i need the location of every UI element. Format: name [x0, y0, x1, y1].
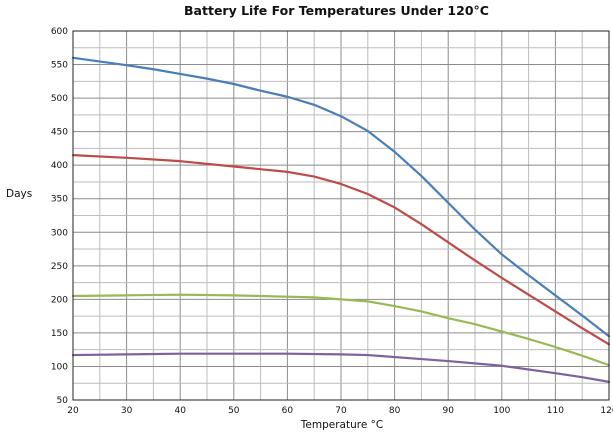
y-axis-label: Days — [6, 188, 33, 200]
series-line-4 — [71, 352, 611, 383]
y-tick-label: 250 — [51, 262, 68, 272]
y-tick-label: 400 — [51, 161, 68, 171]
x-axis-label: Temperature °C — [300, 419, 384, 431]
y-tick-label: 100 — [51, 362, 68, 372]
x-tick-label: 50 — [228, 406, 240, 416]
y-tick-label: 350 — [51, 195, 68, 205]
y-tick-label: 600 — [51, 27, 68, 37]
y-tick-label: 200 — [51, 295, 68, 305]
x-tick-labels: 20 30 40 50 60 70 80 90 100 110 120 — [67, 406, 613, 416]
y-tick-labels: 50 100 150 200 250 300 350 400 450 500 550 600 — [51, 27, 68, 406]
x-tick-label: 20 — [67, 406, 79, 416]
y-tick-label: 450 — [51, 128, 68, 138]
y-tick-label: 300 — [51, 228, 68, 238]
y-tick-label: 500 — [51, 94, 68, 104]
y-tick-label: 150 — [51, 329, 68, 339]
x-tick-label: 70 — [335, 406, 347, 416]
grid — [72, 30, 610, 401]
x-tick-label: 90 — [442, 406, 454, 416]
x-tick-label: 40 — [174, 406, 186, 416]
series-line-2 — [71, 154, 611, 346]
series-line-3 — [71, 293, 611, 367]
series-lines — [71, 56, 611, 383]
x-tick-label: 110 — [547, 406, 564, 416]
x-tick-label: 30 — [121, 406, 133, 416]
x-tick-label: 100 — [493, 406, 510, 416]
plot-border — [72, 30, 610, 401]
x-tick-label: 60 — [282, 406, 294, 416]
x-tick-label: 120 — [600, 406, 613, 416]
y-tick-label: 550 — [51, 61, 68, 71]
y-tick-label: 50 — [57, 396, 69, 406]
x-tick-label: 80 — [389, 406, 401, 416]
chart-title: Battery Life For Temperatures Under 120°… — [184, 3, 489, 18]
series-line-1 — [71, 56, 611, 338]
